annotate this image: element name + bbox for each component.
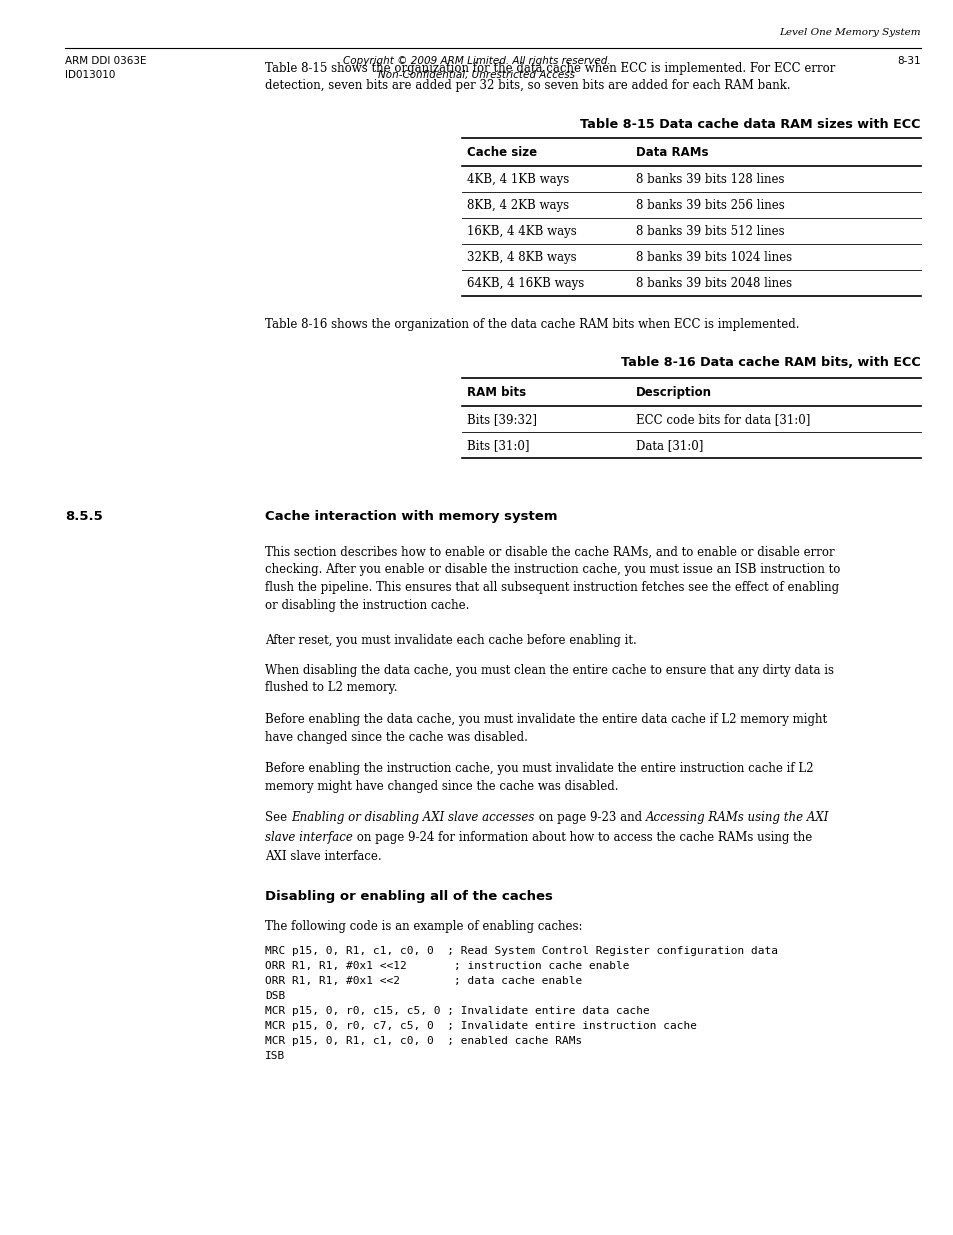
- Text: Data RAMs: Data RAMs: [635, 146, 707, 159]
- Text: When disabling the data cache, you must clean the entire cache to ensure that an: When disabling the data cache, you must …: [265, 664, 834, 694]
- Text: 8-31: 8-31: [897, 56, 920, 65]
- Text: MCR p15, 0, r0, c15, c5, 0 ; Invalidate entire data cache: MCR p15, 0, r0, c15, c5, 0 ; Invalidate …: [265, 1007, 649, 1016]
- Text: 8.5.5: 8.5.5: [65, 510, 103, 522]
- Text: Disabling or enabling all of the caches: Disabling or enabling all of the caches: [265, 890, 553, 903]
- Text: MCR p15, 0, r0, c7, c5, 0  ; Invalidate entire instruction cache: MCR p15, 0, r0, c7, c5, 0 ; Invalidate e…: [265, 1021, 697, 1031]
- Text: ORR R1, R1, #0x1 <<12       ; instruction cache enable: ORR R1, R1, #0x1 <<12 ; instruction cach…: [265, 961, 629, 971]
- Text: 16KB, 4 4KB ways: 16KB, 4 4KB ways: [467, 225, 577, 238]
- Text: Non-Confidential, Unrestricted Access: Non-Confidential, Unrestricted Access: [378, 70, 575, 80]
- Text: Enabling or disabling AXI slave accesses: Enabling or disabling AXI slave accesses: [291, 811, 534, 824]
- Text: 8 banks 39 bits 256 lines: 8 banks 39 bits 256 lines: [635, 199, 783, 212]
- Text: ID013010: ID013010: [65, 70, 115, 80]
- Text: 8 banks 39 bits 1024 lines: 8 banks 39 bits 1024 lines: [635, 251, 791, 264]
- Text: After reset, you must invalidate each cache before enabling it.: After reset, you must invalidate each ca…: [265, 635, 637, 647]
- Text: DSB: DSB: [265, 990, 285, 1002]
- Text: Accessing RAMs using the AXI: Accessing RAMs using the AXI: [645, 811, 828, 824]
- Text: Table 8-15 shows the organization for the data cache when ECC is implemented. Fo: Table 8-15 shows the organization for th…: [265, 62, 835, 93]
- Text: AXI slave interface.: AXI slave interface.: [265, 851, 381, 863]
- Text: Copyright © 2009 ARM Limited. All rights reserved.: Copyright © 2009 ARM Limited. All rights…: [343, 56, 610, 65]
- Text: 8 banks 39 bits 128 lines: 8 banks 39 bits 128 lines: [635, 173, 783, 186]
- Text: 8 banks 39 bits 512 lines: 8 banks 39 bits 512 lines: [635, 225, 783, 238]
- Text: Cache size: Cache size: [467, 146, 537, 159]
- Text: ISB: ISB: [265, 1051, 285, 1061]
- Text: 64KB, 4 16KB ways: 64KB, 4 16KB ways: [467, 277, 584, 290]
- Text: See: See: [265, 811, 291, 824]
- Text: Level One Memory System: Level One Memory System: [779, 28, 920, 37]
- Text: Before enabling the data cache, you must invalidate the entire data cache if L2 : Before enabling the data cache, you must…: [265, 713, 826, 743]
- Text: 8 banks 39 bits 2048 lines: 8 banks 39 bits 2048 lines: [635, 277, 791, 290]
- Text: Before enabling the instruction cache, you must invalidate the entire instructio: Before enabling the instruction cache, y…: [265, 762, 813, 793]
- Text: Table 8-16 shows the organization of the data cache RAM bits when ECC is impleme: Table 8-16 shows the organization of the…: [265, 317, 799, 331]
- Text: 4KB, 4 1KB ways: 4KB, 4 1KB ways: [467, 173, 569, 186]
- Text: slave interface: slave interface: [265, 831, 353, 844]
- Text: ECC code bits for data [31:0]: ECC code bits for data [31:0]: [635, 412, 809, 426]
- Text: 32KB, 4 8KB ways: 32KB, 4 8KB ways: [467, 251, 577, 264]
- Text: The following code is an example of enabling caches:: The following code is an example of enab…: [265, 920, 582, 934]
- Text: MRC p15, 0, R1, c1, c0, 0  ; Read System Control Register configuration data: MRC p15, 0, R1, c1, c0, 0 ; Read System …: [265, 946, 778, 956]
- Text: 8KB, 4 2KB ways: 8KB, 4 2KB ways: [467, 199, 569, 212]
- Text: Table 8-15 Data cache data RAM sizes with ECC: Table 8-15 Data cache data RAM sizes wit…: [579, 119, 920, 131]
- Text: ARM DDI 0363E: ARM DDI 0363E: [65, 56, 147, 65]
- Text: Cache interaction with memory system: Cache interaction with memory system: [265, 510, 558, 522]
- Text: Bits [31:0]: Bits [31:0]: [467, 438, 530, 452]
- Text: This section describes how to enable or disable the cache RAMs, and to enable or: This section describes how to enable or …: [265, 546, 840, 611]
- Text: on page 9-23 and: on page 9-23 and: [535, 811, 645, 824]
- Text: on page 9-24 for information about how to access the cache RAMs using the: on page 9-24 for information about how t…: [353, 831, 812, 844]
- Text: Data [31:0]: Data [31:0]: [635, 438, 702, 452]
- Text: ORR R1, R1, #0x1 <<2        ; data cache enable: ORR R1, R1, #0x1 <<2 ; data cache enable: [265, 976, 582, 986]
- Text: MCR p15, 0, R1, c1, c0, 0  ; enabled cache RAMs: MCR p15, 0, R1, c1, c0, 0 ; enabled cach…: [265, 1036, 582, 1046]
- Text: Table 8-16 Data cache RAM bits, with ECC: Table 8-16 Data cache RAM bits, with ECC: [620, 356, 920, 369]
- Text: Description: Description: [635, 387, 711, 399]
- Text: Bits [39:32]: Bits [39:32]: [467, 412, 537, 426]
- Text: RAM bits: RAM bits: [467, 387, 526, 399]
